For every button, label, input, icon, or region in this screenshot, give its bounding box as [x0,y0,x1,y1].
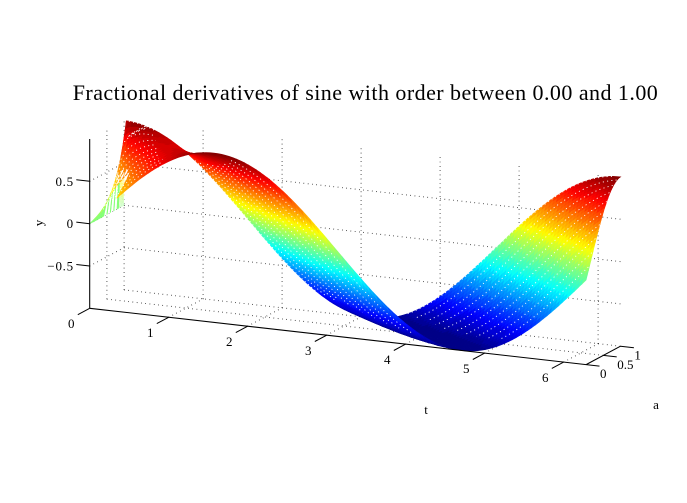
svg-text:0.5: 0.5 [617,357,633,372]
svg-text:2: 2 [226,334,233,349]
svg-text:t: t [424,402,428,417]
svg-text:6: 6 [542,370,549,385]
svg-text:0.5: 0.5 [55,174,73,189]
svg-text:1: 1 [634,348,641,363]
svg-text:y: y [31,219,46,226]
svg-text:4: 4 [384,352,391,367]
svg-text:3: 3 [305,343,312,358]
svg-text:−0.5: −0.5 [47,259,73,274]
svg-text:0: 0 [600,366,607,381]
svg-text:Fractional derivatives of sine: Fractional derivatives of sine with orde… [73,80,659,105]
svg-text:a: a [653,397,659,412]
svg-text:0: 0 [67,216,74,231]
svg-text:1: 1 [147,325,154,340]
svg-text:5: 5 [463,361,470,376]
svg-text:0: 0 [68,316,75,331]
